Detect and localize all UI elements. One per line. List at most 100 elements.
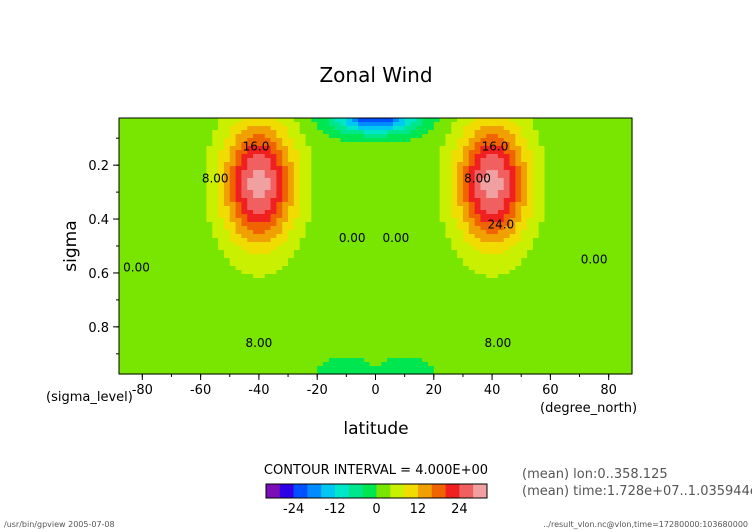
contour-cell: [288, 130, 295, 135]
contour-cell: [212, 282, 219, 287]
contour-cell: [369, 214, 377, 219]
contour-cell: [439, 274, 447, 279]
contour-cell: [556, 218, 563, 223]
contour-cell: [375, 254, 382, 259]
contour-cell: [317, 178, 324, 183]
contour-cell: [148, 118, 155, 123]
contour-cell: [276, 206, 283, 211]
contour-cell: [486, 130, 493, 135]
contour-cell: [369, 306, 377, 311]
contour-cell: [177, 358, 184, 363]
contour-cell: [404, 330, 412, 335]
contour-cell: [212, 370, 219, 375]
contour-cell: [410, 250, 417, 255]
contour-cell: [305, 178, 312, 183]
contour-cell: [398, 338, 406, 343]
contour-cell: [497, 214, 505, 219]
contour-cell: [462, 150, 470, 155]
contour-cell: [159, 290, 167, 295]
contour-cell: [188, 126, 196, 131]
contour-cell: [486, 158, 493, 163]
contour-cell: [567, 162, 575, 167]
contour-cell: [550, 302, 557, 307]
contour-cell: [433, 314, 441, 319]
contour-cell: [299, 226, 307, 231]
contour-cell: [311, 294, 318, 299]
contour-cell: [369, 274, 377, 279]
contour-cell: [270, 322, 277, 327]
contour-cell: [381, 222, 388, 227]
contour-cell: [416, 122, 423, 127]
contour-cell: [305, 186, 312, 191]
contour-cell: [404, 122, 412, 127]
contour-cell: [247, 306, 254, 311]
contour-cell: [165, 370, 173, 375]
contour-cell: [159, 346, 167, 351]
contour-cell: [241, 134, 248, 139]
contour-cell: [323, 202, 330, 207]
contour-cell: [130, 366, 138, 371]
contour-cell: [153, 262, 161, 267]
contour-cell: [247, 250, 254, 255]
contour-cell: [218, 242, 225, 247]
contour-cell: [398, 126, 406, 131]
contour-cell: [538, 302, 546, 307]
contour-cell: [340, 258, 347, 263]
contour-cell: [171, 170, 178, 175]
contour-cell: [544, 238, 551, 243]
contour-cell: [352, 294, 359, 299]
contour-cell: [288, 178, 295, 183]
contour-cell: [480, 218, 487, 223]
contour-cell: [427, 274, 435, 279]
contour-cell: [194, 278, 202, 283]
contour-cell: [223, 226, 231, 231]
contour-cell: [293, 306, 301, 311]
contour-cell: [369, 130, 377, 135]
contour-cell: [439, 234, 447, 239]
contour-cell: [416, 270, 423, 275]
contour-cell: [346, 158, 353, 163]
contour-cell: [235, 118, 243, 123]
contour-cell: [328, 134, 336, 139]
contour-cell: [480, 350, 487, 355]
contour-cell: [124, 130, 132, 135]
contour-cell: [538, 246, 546, 251]
contour-cell: [468, 154, 476, 159]
contour-cell: [451, 298, 458, 303]
contour-cell: [462, 162, 470, 167]
contour-cell: [346, 350, 353, 355]
contour-cell: [305, 202, 312, 207]
contour-cell: [171, 354, 178, 359]
contour-cell: [293, 266, 301, 271]
contour-cell: [223, 298, 231, 303]
contour-cell: [538, 218, 546, 223]
contour-cell: [375, 278, 382, 283]
contour-cell: [404, 338, 412, 343]
contour-cell: [468, 242, 476, 247]
contour-cell: [288, 294, 295, 299]
contour-cell: [562, 362, 569, 367]
contour-cell: [288, 278, 295, 283]
contour-cell: [567, 134, 575, 139]
contour-cell: [427, 186, 435, 191]
contour-cell: [188, 142, 196, 147]
contour-cell: [538, 266, 546, 271]
contour-cell: [492, 234, 499, 239]
contour-cell: [253, 222, 260, 227]
contour-cell: [532, 282, 540, 287]
contour-cell: [183, 266, 190, 271]
contour-cell: [521, 370, 528, 375]
contour-cell: [223, 270, 231, 275]
contour-cell: [148, 162, 155, 167]
contour-cell: [515, 246, 522, 251]
contour-cell: [241, 346, 248, 351]
contour-cell: [142, 138, 149, 143]
contour-cell: [270, 366, 277, 371]
contour-cell: [369, 174, 377, 179]
contour-cell: [422, 194, 429, 199]
contour-cell: [381, 354, 388, 359]
contour-cell: [433, 302, 441, 307]
contour-cell: [218, 354, 225, 359]
contour-cell: [515, 174, 522, 179]
contour-cell: [556, 222, 563, 227]
